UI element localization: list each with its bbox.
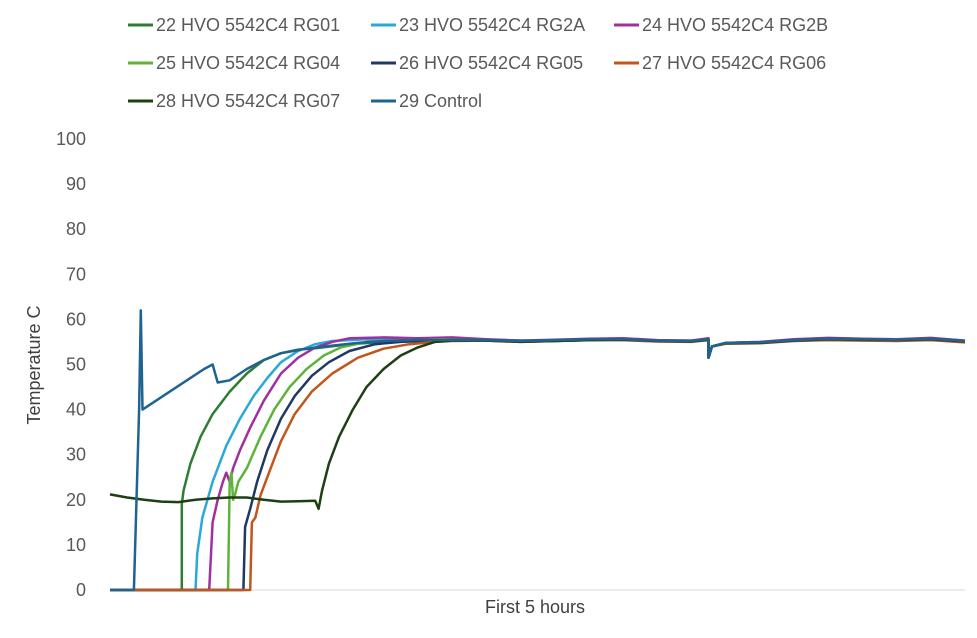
- legend-label: 27 HVO 5542C4 RG06: [642, 53, 826, 73]
- series-line: [110, 337, 966, 592]
- legend-item: 23 HVO 5542C4 RG2A: [371, 15, 585, 35]
- legend-item: 22 HVO 5542C4 RG01: [128, 15, 340, 35]
- legend-item: 26 HVO 5542C4 RG05: [371, 53, 583, 73]
- series-lines: [109, 309, 966, 592]
- legend-item: 24 HVO 5542C4 RG2B: [614, 15, 828, 35]
- legend-label: 22 HVO 5542C4 RG01: [156, 15, 340, 35]
- series-line: [110, 337, 966, 592]
- y-tick-label: 40: [66, 400, 86, 420]
- series-line: [110, 337, 966, 592]
- x-axis-title: First 5 hours: [485, 597, 585, 617]
- legend: 22 HVO 5542C4 RG01 23 HVO 5542C4 RG2A 24 H…: [128, 15, 828, 111]
- legend-label: 23 HVO 5542C4 RG2A: [399, 15, 585, 35]
- series-line: [110, 309, 966, 592]
- legend-item: 25 HVO 5542C4 RG04: [128, 53, 340, 73]
- y-tick-label: 70: [66, 264, 86, 284]
- y-tick-label: 10: [66, 535, 86, 555]
- y-axis-title: Temperature C: [24, 305, 44, 424]
- y-tick-label: 60: [66, 309, 86, 329]
- y-tick-label: 100: [56, 129, 86, 149]
- legend-label: 26 HVO 5542C4 RG05: [399, 53, 583, 73]
- y-tick-label: 0: [76, 580, 86, 600]
- y-tick-label: 80: [66, 219, 86, 239]
- legend-label: 28 HVO 5542C4 RG07: [156, 91, 340, 111]
- y-tick-label: 50: [66, 355, 86, 375]
- y-tick-label: 30: [66, 445, 86, 465]
- y-tick-label: 20: [66, 490, 86, 510]
- legend-item: 29 Control: [371, 91, 482, 111]
- legend-item: 27 HVO 5542C4 RG06: [614, 53, 826, 73]
- legend-item: 28 HVO 5542C4 RG07: [128, 91, 340, 111]
- y-axis-ticks: 0 10 20 30 40 50 60 70 80 90 100: [56, 129, 86, 600]
- legend-label: 24 HVO 5542C4 RG2B: [642, 15, 828, 35]
- legend-label: 29 Control: [399, 91, 482, 111]
- series-line: [110, 338, 966, 592]
- legend-label: 25 HVO 5542C4 RG04: [156, 53, 340, 73]
- y-tick-label: 90: [66, 174, 86, 194]
